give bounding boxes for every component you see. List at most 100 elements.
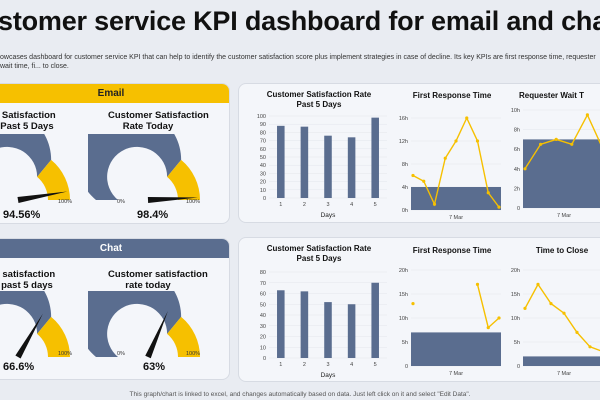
data-point	[588, 345, 592, 349]
chat-gauge2	[88, 291, 200, 359]
email-gauge1-title-line1: er Satisfaction	[0, 110, 56, 121]
email-gauge1-max-label: 100%	[58, 199, 73, 205]
y-tick-label: 4h	[402, 185, 408, 191]
gauge-highlight-segment	[37, 316, 70, 357]
chat-gauge2-value: 63%	[143, 361, 166, 373]
y-tick-label: 15h	[399, 292, 408, 298]
y-tick-label: 6h	[514, 147, 520, 153]
data-point	[411, 173, 415, 178]
gauge-highlight-segment	[167, 316, 200, 357]
y-tick-label: 100	[257, 114, 266, 120]
y-tick-label: 12h	[399, 139, 408, 145]
email-frt-title: First Response Time	[412, 91, 492, 100]
x-axis-label: Days	[321, 372, 337, 379]
email-gauge2-value: 98.4%	[137, 209, 169, 221]
y-tick-label: 0	[263, 356, 266, 362]
x-tick-label: 1	[279, 202, 282, 208]
chat-ttc-title: Time to Close	[535, 246, 589, 255]
bar	[523, 139, 600, 208]
bar	[300, 291, 309, 358]
x-tick-label: 7 Mar	[557, 371, 571, 377]
chat-gauge-card: Chat er satisfaction e past 5 days 100% …	[0, 238, 230, 380]
y-tick-label: 70	[260, 281, 266, 287]
data-point	[523, 167, 527, 171]
data-point	[562, 311, 566, 315]
email-gauge-card: Email er Satisfaction e Past 5 Days 100%…	[0, 83, 230, 224]
bar	[300, 126, 309, 198]
email-section-header: Email	[0, 84, 229, 103]
x-tick-label: 7 Mar	[449, 215, 463, 221]
chat-gauge1-title-line1: er satisfaction	[0, 269, 56, 280]
x-tick-label: 3	[326, 362, 329, 368]
gauge-highlight-segment	[167, 159, 200, 200]
y-tick-label: 20h	[511, 268, 520, 274]
email-frt-chart: 0h 4h 8h 12h 16h 7 Mar	[399, 116, 501, 221]
chat-gauge2-title-line2: rate today	[125, 280, 171, 291]
y-tick-label: 10h	[511, 316, 520, 322]
bar	[277, 290, 285, 358]
chat-gauge1-value: 66.6%	[3, 361, 35, 373]
y-tick-label: 8h	[514, 128, 520, 134]
x-tick-label: 5	[374, 202, 377, 208]
email-gauge1-value: 94.56%	[3, 209, 41, 221]
bar	[324, 302, 332, 358]
y-tick-label: 50	[260, 155, 266, 161]
email-gauge2-title: Customer Satisfaction Rate Today	[108, 110, 209, 132]
y-tick-label: 70	[260, 139, 266, 145]
gauge-needle	[17, 191, 68, 203]
bar	[371, 282, 379, 358]
chat-gauge1-title: er satisfaction e past 5 days	[0, 269, 63, 291]
y-tick-label: 0	[517, 364, 520, 370]
y-tick-label: 80	[260, 130, 266, 136]
y-tick-label: 0	[263, 196, 266, 202]
data-point	[486, 326, 490, 330]
y-tick-label: 20	[260, 335, 266, 341]
y-tick-label: 40	[260, 313, 266, 319]
chat-bar-chart-title-line2: Past 5 Days	[296, 254, 342, 263]
email-gauge1-title-line2: e Past 5 Days	[0, 121, 54, 132]
email-bar-chart: 0 10 20 30 40 50 60 70 80 90 100 1 2 3 4 5 Days	[257, 114, 387, 219]
x-tick-label: 2	[303, 362, 306, 368]
data-point	[411, 302, 415, 306]
y-tick-label: 8h	[402, 162, 408, 168]
bar	[277, 125, 285, 198]
data-point	[486, 191, 490, 195]
data-point	[536, 282, 540, 286]
gauge-track-segment	[0, 291, 52, 334]
chat-bar-chart-title: Customer Satisfaction Rate Past 5 Days	[239, 244, 399, 264]
bar	[347, 304, 356, 358]
email-bar-chart-title-line1: Customer Satisfaction Rate	[266, 90, 372, 99]
email-gauge2-title-line1: Customer Satisfaction	[108, 110, 209, 121]
y-tick-label: 16h	[399, 116, 408, 122]
gauge-needle	[147, 197, 198, 203]
y-tick-label: 5h	[402, 340, 408, 346]
y-tick-label: 2h	[514, 186, 520, 192]
series-line	[524, 113, 600, 170]
chat-bar-chart-title-line1: Customer Satisfaction Rate	[266, 244, 372, 253]
email-gauge2-max-label: 100%	[186, 199, 201, 205]
email-charts-card: Customer Satisfaction Rate Past 5 Days 0…	[238, 83, 600, 223]
x-tick-label: 5	[374, 362, 377, 368]
page-title: stomer service KPI dashboard for email a…	[0, 6, 600, 36]
x-tick-label: 3	[326, 202, 329, 208]
y-tick-label: 20h	[399, 268, 408, 274]
chat-gauge1-title-line2: e past 5 days	[0, 280, 53, 291]
footer-note: This graph/chart is linked to excel, and…	[129, 391, 471, 398]
data-point	[575, 330, 579, 334]
page-description: owcases dashboard for customer service K…	[0, 54, 596, 70]
gauge-track-segment	[88, 291, 182, 357]
series-line	[476, 284, 500, 329]
bar	[347, 137, 356, 198]
chat-gauge2-title-line1: Customer satisfaction	[108, 269, 208, 280]
x-tick-label: 2	[303, 202, 306, 208]
bar	[411, 332, 501, 366]
data-point	[475, 282, 480, 286]
data-point	[585, 113, 589, 117]
email-gauge2	[88, 134, 200, 203]
email-gauge1-title: er Satisfaction e Past 5 Days	[0, 110, 63, 132]
data-point	[443, 156, 447, 160]
gauge-needle	[145, 311, 168, 359]
data-point	[432, 202, 437, 206]
email-gauge2-title-line2: Rate Today	[122, 121, 174, 132]
data-point	[570, 142, 574, 146]
